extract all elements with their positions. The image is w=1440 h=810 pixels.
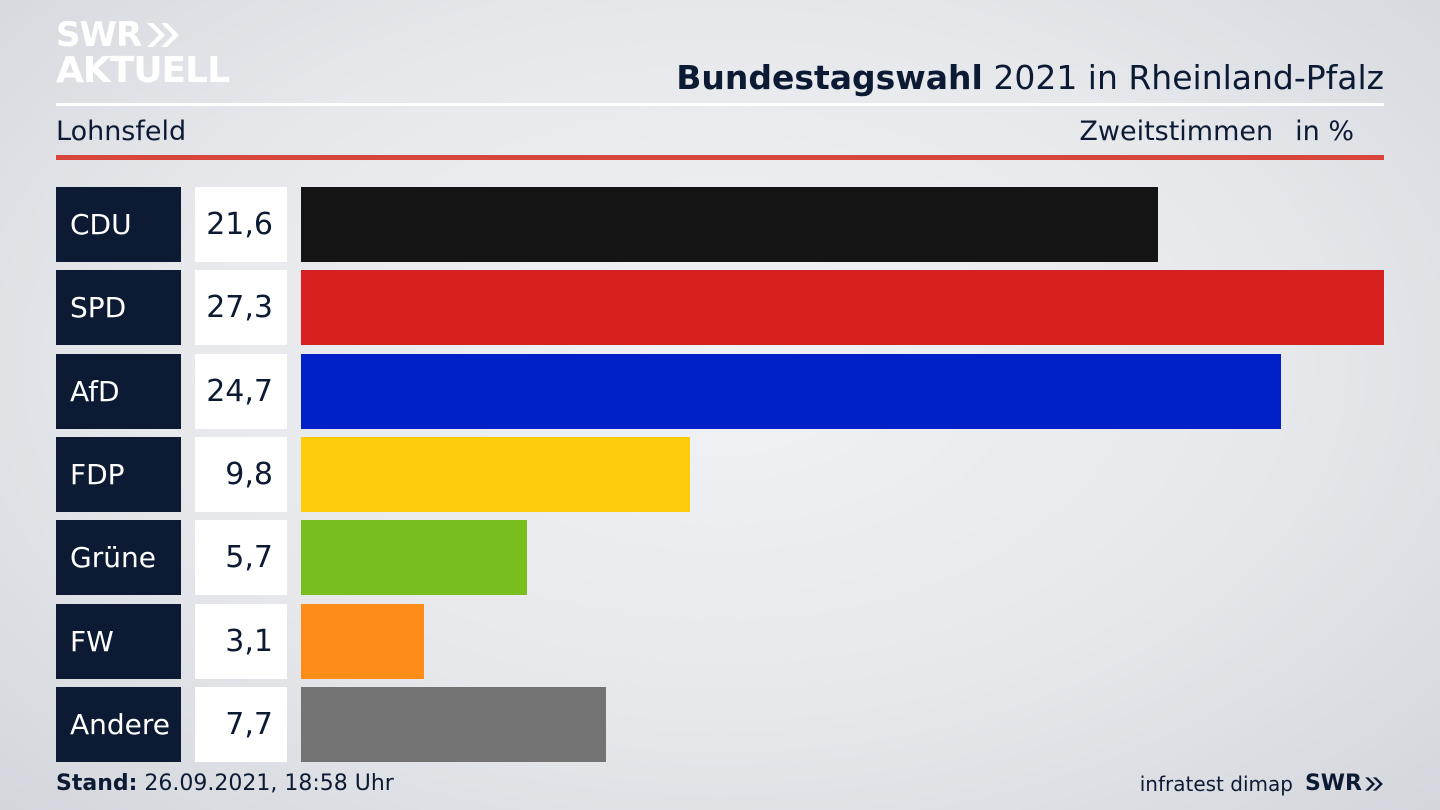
double-chevron-icon: [1365, 776, 1383, 791]
bar-row: FW 3,1: [56, 604, 1384, 679]
party-label: Andere: [56, 687, 181, 762]
value-label: 27,3: [195, 270, 287, 345]
value-label: 5,7: [195, 520, 287, 595]
value-label: 9,8: [195, 437, 287, 512]
swr-footer-logo: SWR: [1305, 771, 1384, 796]
bar: [301, 437, 690, 512]
value-label: 24,7: [195, 354, 287, 429]
double-chevron-icon: [147, 23, 180, 47]
source-label: infratest dimap: [1139, 771, 1293, 796]
bar: [301, 187, 1158, 262]
value-label: 7,7: [195, 687, 287, 762]
bar-row: Andere 7,7: [56, 687, 1384, 762]
bar-row: CDU 21,6: [56, 187, 1384, 262]
value-label: 21,6: [195, 187, 287, 262]
logo-swr: SWR: [56, 15, 142, 55]
party-label: FW: [56, 604, 181, 679]
bar: [301, 687, 606, 762]
accent-divider: [56, 155, 1384, 160]
header-divider: [56, 103, 1384, 106]
party-label: Grüne: [56, 520, 181, 595]
location-label: Lohnsfeld: [56, 116, 187, 147]
value-label: 3,1: [195, 604, 287, 679]
bar-row: AfD 24,7: [56, 354, 1384, 429]
bar-row: SPD 27,3: [56, 270, 1384, 345]
swr-aktuell-logo: SWR AKTUELL: [56, 15, 230, 91]
stand-value: 26.09.2021, 18:58 Uhr: [137, 771, 394, 796]
timestamp: Stand: 26.09.2021, 18:58 Uhr: [56, 771, 394, 796]
bar-row: FDP 9,8: [56, 437, 1384, 512]
vote-type-label: Zweitstimmen in %: [1079, 116, 1354, 147]
party-label: CDU: [56, 187, 181, 262]
page-title: Bundestagswahl 2021 in Rheinland-Pfalz: [676, 58, 1384, 97]
unit-label: in %: [1295, 116, 1354, 147]
bar: [301, 354, 1281, 429]
footer-brand: SWR: [1304, 771, 1362, 796]
vote-type: Zweitstimmen: [1079, 116, 1274, 147]
party-label: FDP: [56, 437, 181, 512]
bar: [301, 520, 527, 595]
bar-row: Grüne 5,7: [56, 520, 1384, 595]
title-bold: Bundestagswahl: [676, 58, 983, 97]
footer-source: infratest dimap SWR: [1140, 771, 1384, 796]
logo-aktuell: AKTUELL: [56, 50, 230, 91]
bar: [301, 604, 424, 679]
stand-label: Stand:: [56, 771, 138, 796]
title-rest: 2021 in Rheinland-Pfalz: [982, 58, 1384, 97]
party-label: SPD: [56, 270, 181, 345]
party-label: AfD: [56, 354, 181, 429]
bar: [301, 270, 1384, 345]
